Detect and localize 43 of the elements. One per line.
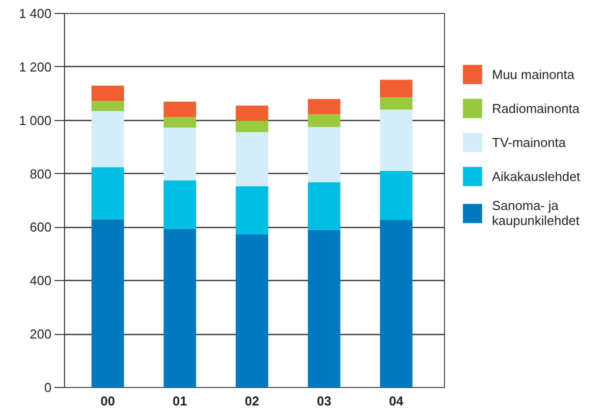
bar [308, 182, 340, 230]
y-tick-label: 1 000 [18, 112, 52, 128]
bar [236, 106, 268, 121]
legend-label: Sanoma- ja kaupunkilehdet [492, 198, 580, 228]
bar [308, 127, 340, 182]
y-tick-label: 200 [30, 326, 52, 342]
bar [380, 80, 412, 98]
x-tick-label: 03 [316, 394, 332, 408]
bar [164, 180, 196, 229]
y-tick-label: 400 [30, 273, 52, 288]
x-tick-label: 01 [172, 394, 188, 408]
y-tick-label: 1 200 [18, 59, 52, 74]
bar [236, 186, 268, 234]
bar [308, 114, 340, 128]
x-tick-label: 04 [388, 394, 404, 408]
y-tick-label: 600 [30, 220, 52, 235]
bar [380, 97, 412, 110]
y-tick-label: 800 [30, 166, 52, 182]
bar [380, 170, 412, 220]
bar [308, 98, 340, 114]
bar [92, 219, 124, 388]
legend-label: Muu mainonta [492, 66, 574, 84]
bar [92, 86, 124, 102]
bar [92, 111, 124, 168]
bar [236, 120, 268, 132]
legend-label: Radiomainonta [492, 100, 580, 118]
bar [236, 132, 268, 186]
bar [380, 220, 412, 388]
x-tick-label: 02 [244, 394, 260, 408]
bar [164, 117, 196, 128]
bar [164, 102, 196, 118]
bar [164, 128, 196, 180]
bar [92, 101, 124, 112]
y-tick-label: 1 400 [18, 6, 52, 21]
legend-label: Aikakauslehdet [492, 168, 580, 186]
bar [380, 110, 412, 171]
y-tick-label: 0 [44, 380, 52, 395]
legend-label: TV-mainonta [492, 134, 566, 152]
bar [308, 230, 340, 388]
x-tick-label: 00 [100, 394, 116, 408]
bar [236, 234, 268, 388]
bar [164, 228, 196, 388]
bar [92, 167, 124, 220]
